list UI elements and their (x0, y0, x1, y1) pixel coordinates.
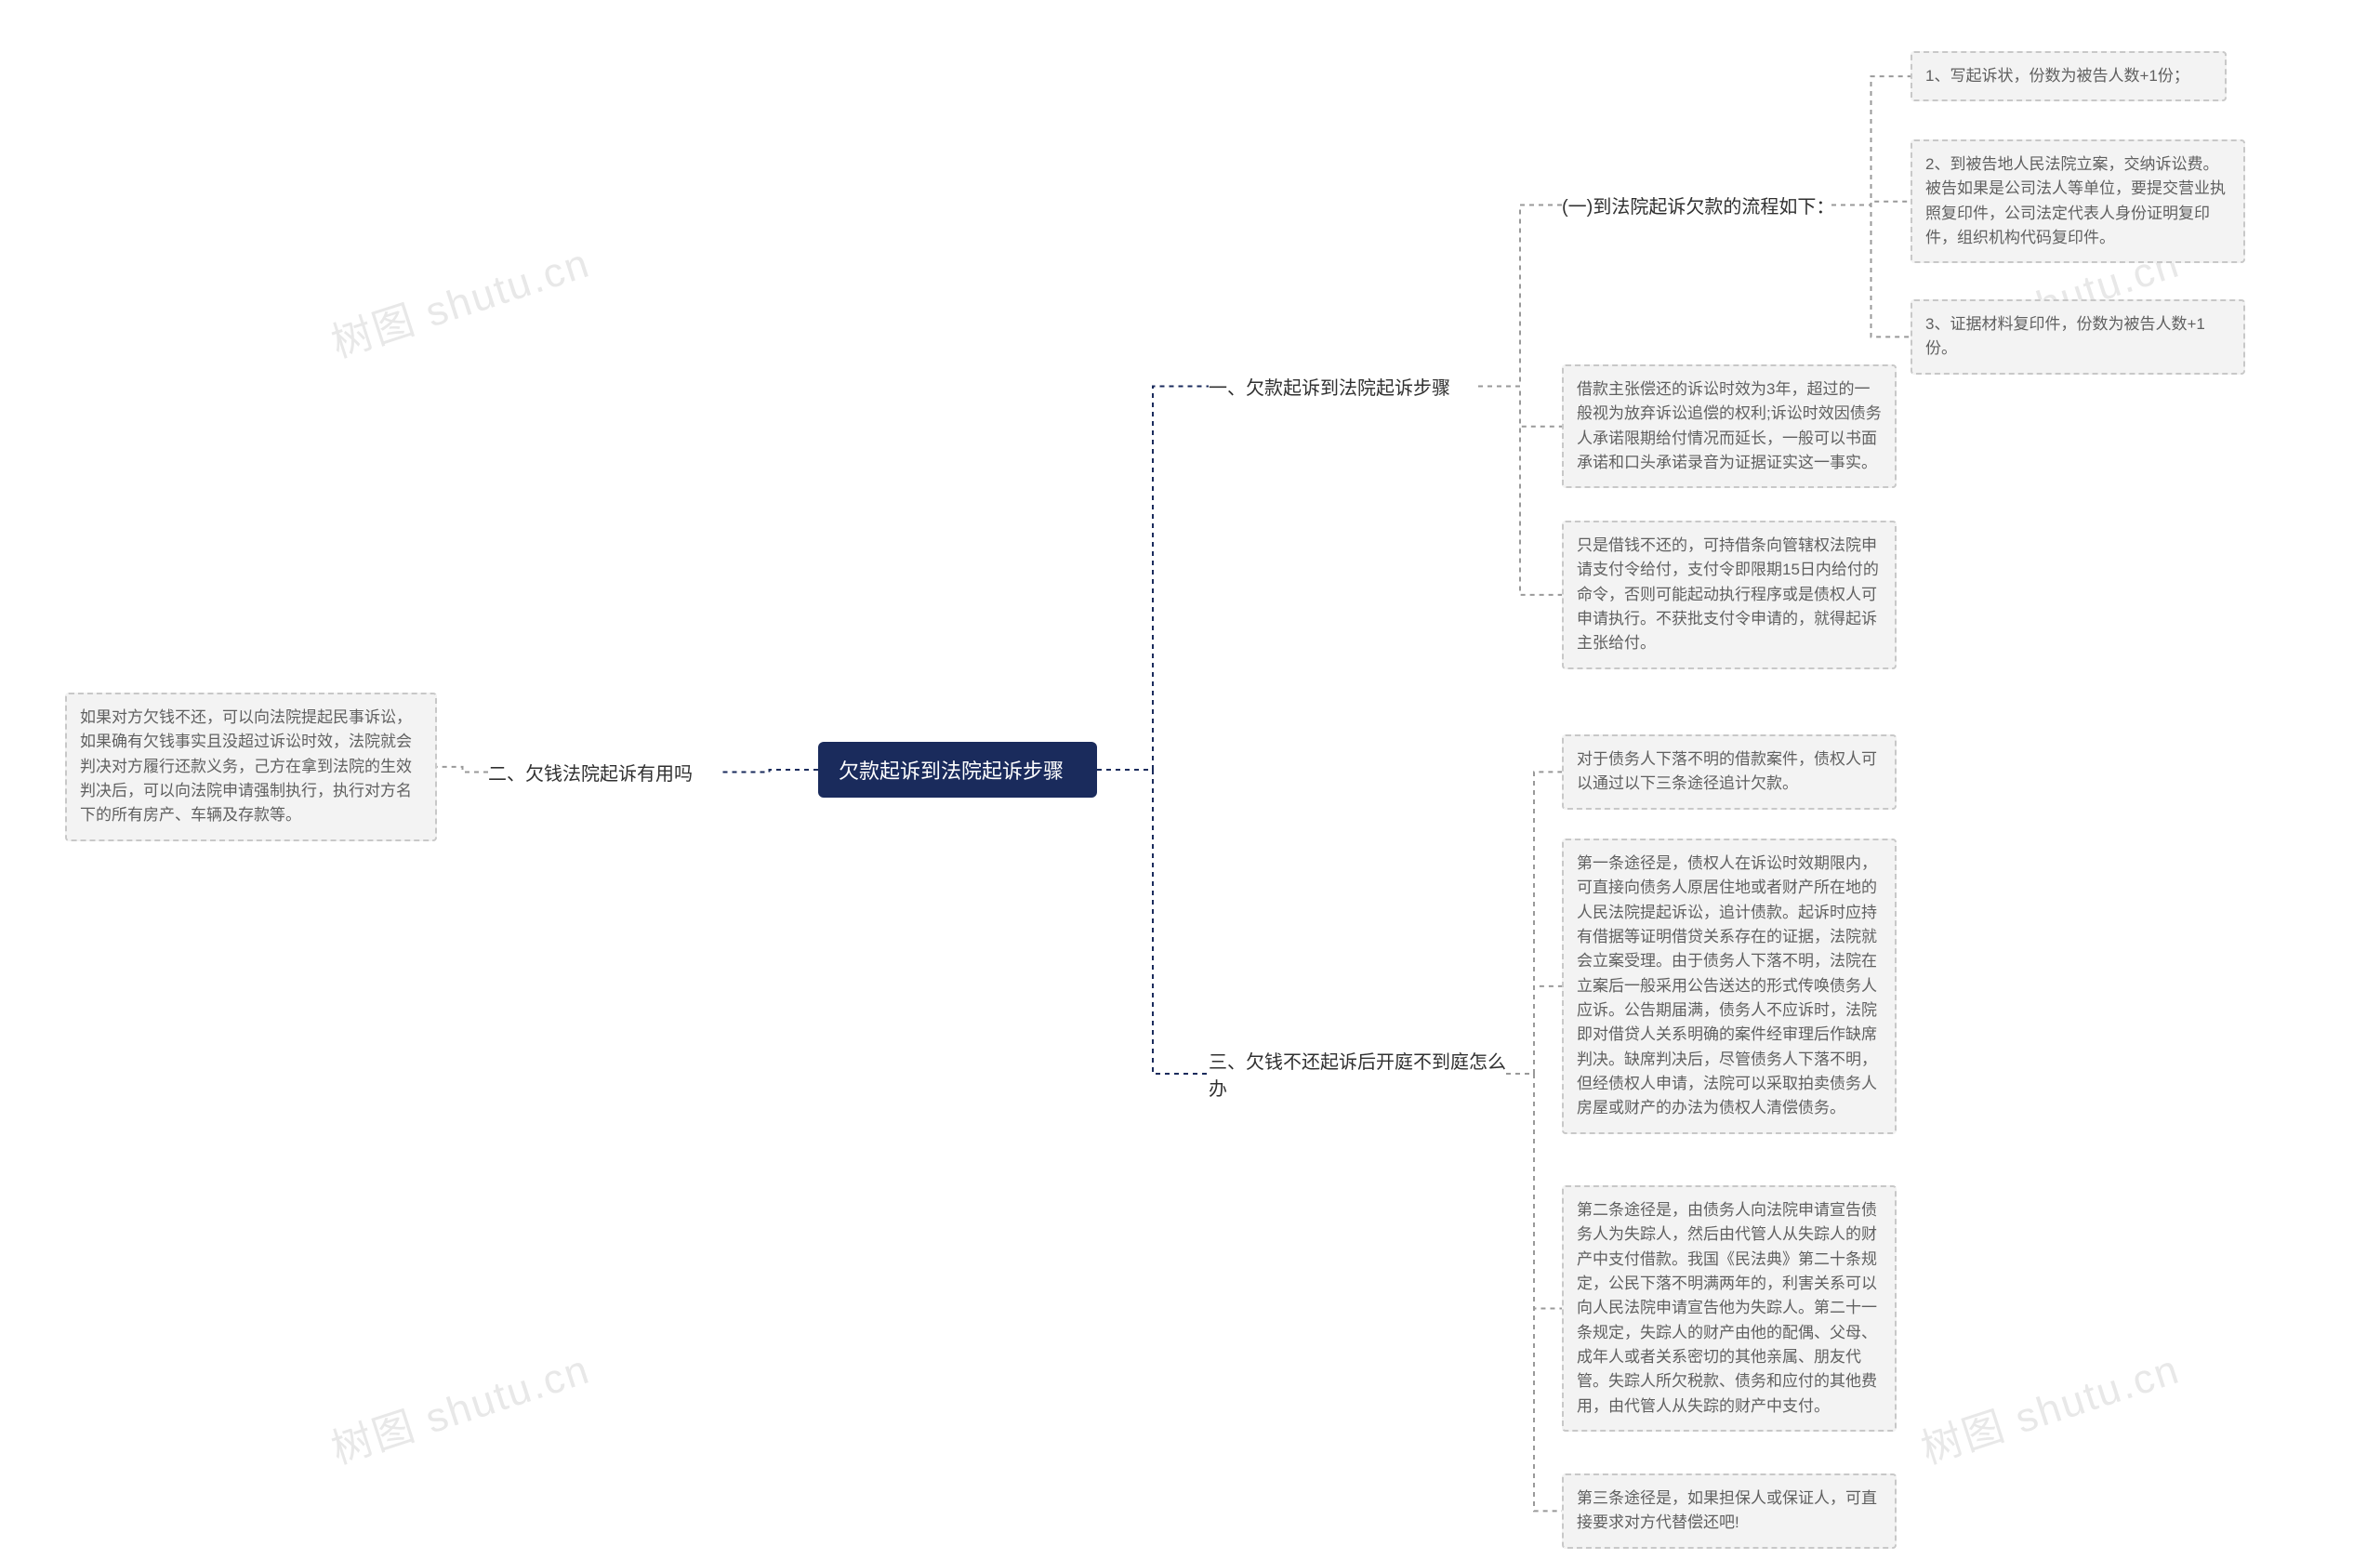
leaf-node[interactable]: 1、写起诉状，份数为被告人数+1份； (1911, 51, 2227, 101)
watermark: 树图 shutu.cn (1912, 1336, 2186, 1475)
branch-section-1a[interactable]: (一)到法院起诉欠款的流程如下： (1562, 186, 1831, 224)
leaf-node[interactable]: 2、到被告地人民法院立案，交纳诉讼费。被告如果是公司法人等单位，要提交营业执照复… (1911, 139, 2245, 263)
leaf-node[interactable]: 第三条途径是，如果担保人或保证人，可直接要求对方代替偿还吧! (1562, 1473, 1897, 1549)
leaf-node[interactable]: 如果对方欠钱不还，可以向法院提起民事诉讼，如果确有欠钱事实且没超过诉讼时效，法院… (65, 693, 437, 841)
leaf-node[interactable]: 对于债务人下落不明的借款案件，债权人可以通过以下三条途径追计欠款。 (1562, 734, 1897, 810)
leaf-node[interactable]: 第一条途径是，债权人在诉讼时效期限内，可直接向债务人原居住地或者财产所在地的人民… (1562, 839, 1897, 1134)
branch-section-2[interactable]: 二、欠钱法院起诉有用吗 (488, 753, 721, 791)
leaf-node[interactable]: 借款主张偿还的诉讼时效为3年，超过的一般视为放弃诉讼追偿的权利;诉讼时效因债务人… (1562, 364, 1897, 488)
watermark: 树图 shutu.cn (323, 1336, 596, 1475)
branch-section-1[interactable]: 一、欠款起诉到法院起诉步骤 (1209, 367, 1478, 405)
watermark: 树图 shutu.cn (323, 230, 596, 369)
leaf-node[interactable]: 只是借钱不还的，可持借条向管辖权法院申请支付令给付，支付令即限期15日内给付的命… (1562, 521, 1897, 669)
leaf-node[interactable]: 3、证据材料复印件，份数为被告人数+1份。 (1911, 299, 2245, 375)
branch-section-3[interactable]: 三、欠钱不还起诉后开庭不到庭怎么办 (1209, 1041, 1506, 1106)
leaf-node[interactable]: 第二条途径是，由债务人向法院申请宣告债务人为失踪人，然后由代管人从失踪人的财产中… (1562, 1185, 1897, 1432)
root-node[interactable]: 欠款起诉到法院起诉步骤 (818, 742, 1097, 798)
